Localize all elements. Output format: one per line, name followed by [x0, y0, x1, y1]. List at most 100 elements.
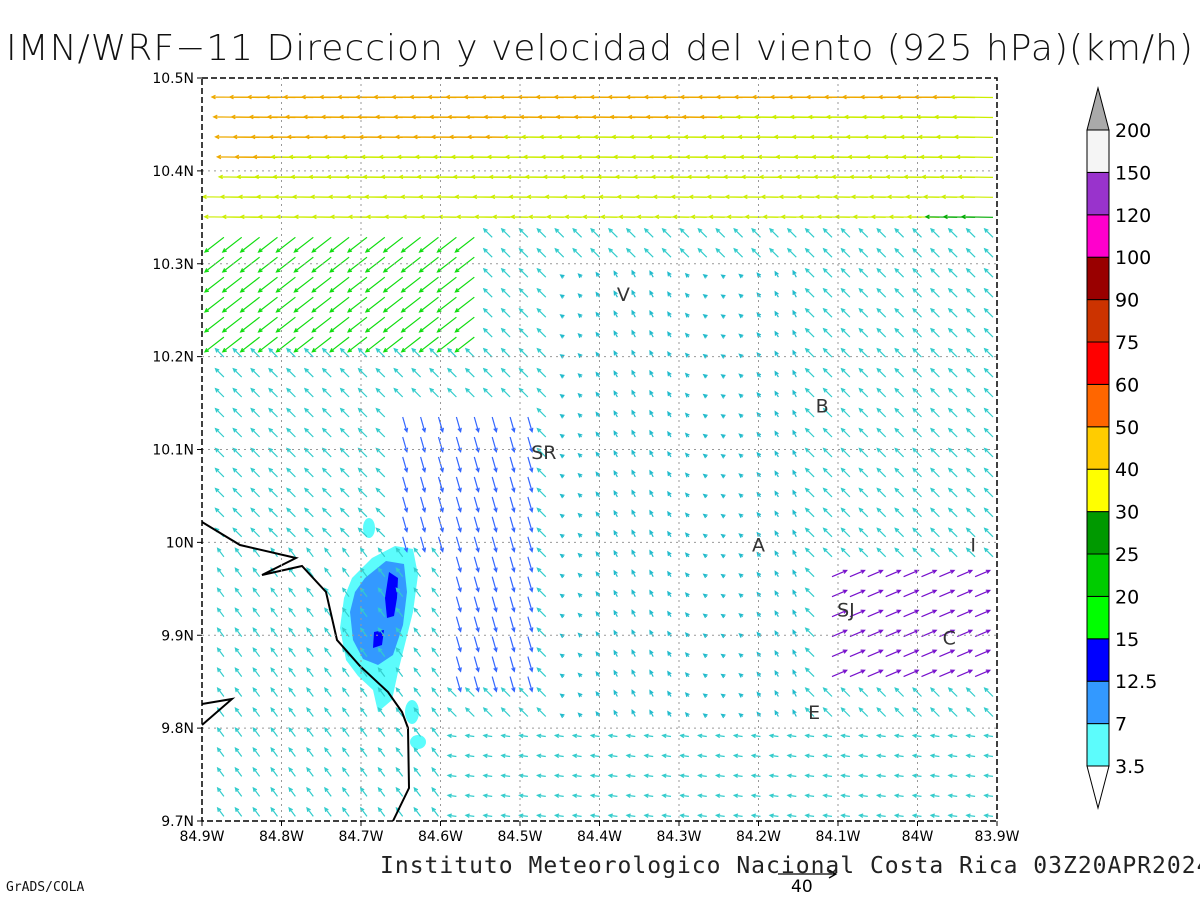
wind-vector-489 — [377, 587, 386, 598]
wind-vector-555 — [792, 569, 797, 577]
wind-vector-828 — [965, 447, 976, 458]
wind-vector-322 — [473, 676, 480, 693]
wind-vector-1229 — [257, 256, 278, 273]
wind-vector-79 — [840, 793, 850, 799]
wind-vector-1311 — [947, 227, 958, 238]
wind-vector-123 — [840, 773, 850, 779]
wind-vector-899 — [667, 410, 672, 418]
wind-vector-1300 — [751, 227, 761, 238]
wind-vector-140 — [359, 747, 368, 757]
wind-vector-455 — [536, 607, 547, 618]
wind-vector-29 — [732, 813, 743, 819]
wind-vector-1135 — [947, 307, 958, 318]
wind-vector-647 — [876, 527, 887, 538]
wind-vector-886 — [437, 416, 444, 434]
latitude-axis: 9.7N 9.8N 9.9N 10N 10.1N 10.2N 10.3N 10.4N 10.5N — [152, 71, 202, 830]
wind-vector-1176 — [894, 287, 905, 298]
wind-vector-491 — [413, 587, 422, 598]
wind-vector-1214 — [792, 269, 797, 278]
wind-vector-339 — [774, 670, 779, 677]
wind-vector-662 — [357, 507, 368, 518]
wind-vector-1023 — [518, 347, 529, 358]
wind-vector-796 — [402, 456, 409, 473]
wind-vector-949 — [774, 390, 779, 398]
wind-vector-814 — [720, 454, 726, 459]
wind-vector-1264 — [894, 247, 905, 258]
wind-vector-219 — [983, 733, 994, 739]
wind-vector-1236 — [382, 256, 404, 273]
wind-vector-1105 — [400, 316, 421, 333]
wind-vector-755 — [455, 476, 462, 493]
colorbar-box — [1086, 171, 1110, 216]
wind-vector-1254 — [715, 247, 726, 258]
wind-vector-823 — [876, 447, 887, 458]
wind-vector-718 — [577, 492, 583, 498]
wind-vector-606 — [930, 547, 940, 558]
wind-vector-736 — [894, 487, 905, 498]
wind-vector-709 — [420, 496, 427, 513]
wind-vector-67 — [625, 793, 636, 798]
wind-vector-958 — [930, 387, 940, 398]
wind-vector-1073 — [631, 329, 636, 338]
reference-arrow — [778, 869, 838, 879]
wind-vector-438 — [234, 607, 243, 618]
wind-vector-92 — [288, 766, 296, 777]
wind-vector-1106 — [418, 316, 439, 333]
wind-vector-663 — [375, 507, 386, 518]
wind-vector-675 — [595, 511, 601, 518]
wind-vector-822 — [858, 447, 869, 458]
wind-vector-1077 — [702, 333, 708, 339]
wind-vector-973 — [411, 367, 422, 378]
wind-vector-1131 — [876, 307, 887, 318]
wind-vector-14 — [464, 813, 475, 818]
wind-vector-271 — [341, 686, 350, 697]
wind-vector-754 — [437, 476, 444, 493]
colorbar-label: 200 — [1115, 120, 1151, 142]
wind-vector-937 — [559, 393, 565, 399]
wind-vector-1259 — [804, 247, 815, 258]
wind-vector-809 — [631, 449, 636, 458]
wind-vector-803 — [527, 456, 534, 473]
wind-vector-989 — [702, 373, 708, 379]
wind-vector-88 — [216, 766, 225, 777]
wind-vector-744 — [250, 467, 261, 478]
wind-vector-481 — [234, 587, 243, 598]
colorbar-label: 150 — [1115, 162, 1151, 184]
wind-vector-929 — [411, 387, 422, 398]
wind-vector-1299 — [733, 227, 744, 238]
colorbar-label: 100 — [1115, 247, 1151, 269]
wind-vector-590 — [649, 549, 654, 558]
wind-vector-304 — [930, 687, 940, 697]
wind-vector-515 — [849, 589, 866, 598]
wind-vector-688 — [822, 507, 833, 518]
wind-vector-427 — [804, 627, 815, 638]
wind-vector-294 — [756, 691, 762, 697]
wind-vector-782 — [930, 467, 940, 478]
wind-vector-946 — [720, 394, 726, 399]
wind-vector-163 — [768, 753, 779, 759]
wind-vector-1197 — [482, 267, 493, 278]
wind-vector-553 — [756, 571, 762, 578]
wind-vector-1029 — [631, 349, 636, 358]
wind-vector-691 — [876, 507, 887, 518]
wind-vector-155 — [625, 753, 636, 759]
wind-vector-110 — [607, 773, 618, 779]
wind-vector-1257 — [769, 247, 779, 258]
wind-vector-969 — [339, 367, 350, 378]
wind-vector-249 — [738, 712, 744, 718]
wind-vector-741 — [983, 487, 994, 498]
wind-vector-5 — [306, 806, 314, 817]
wind-vector-1190 — [347, 276, 368, 293]
wind-vector-174 — [965, 753, 976, 759]
wind-vector-493 — [455, 596, 462, 613]
wind-vector-787 — [232, 447, 243, 458]
wind-vector-913 — [912, 407, 922, 418]
wind-vector-313 — [306, 667, 314, 677]
wind-vector-1157 — [559, 294, 565, 299]
wind-vector-465 — [720, 613, 726, 619]
wind-vector-779 — [876, 467, 887, 478]
wind-vector-558 — [849, 569, 866, 578]
wind-vector-764 — [613, 469, 618, 478]
wind-vector-42 — [965, 813, 976, 819]
map-grid — [202, 78, 997, 821]
